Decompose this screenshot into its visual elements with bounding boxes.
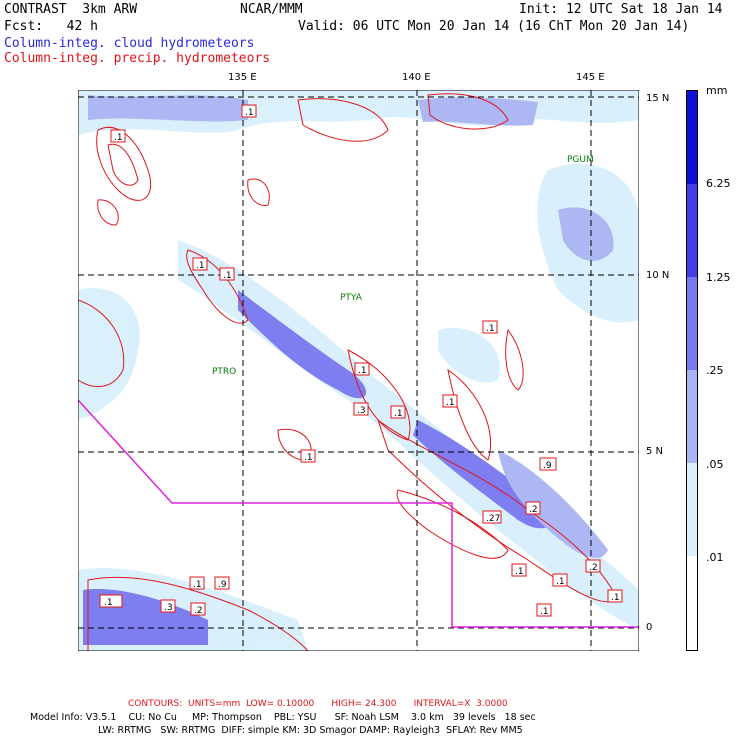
value-label: .1 bbox=[556, 577, 565, 587]
value-label: .1 bbox=[193, 580, 202, 590]
colorbar-segment bbox=[687, 556, 697, 650]
valid-time: Valid: 06 UTC Mon 20 Jan 14 (16 ChT Mon … bbox=[298, 19, 690, 34]
value-label: .1 bbox=[114, 133, 123, 143]
value-label: .2 bbox=[194, 606, 203, 616]
value-label: .1 bbox=[358, 366, 367, 376]
value-label: .27 bbox=[486, 514, 500, 524]
cloud-shading bbox=[78, 90, 639, 651]
model-info-line1: Model Info: V3.5.1 CU: No Cu MP: Thompso… bbox=[30, 712, 536, 723]
colorbar-segment bbox=[687, 91, 697, 184]
value-label: .1 bbox=[486, 324, 495, 334]
model-info-line2: LW: RRTMG SW: RRTMG DIFF: simple KM: 3D … bbox=[98, 725, 523, 736]
legend-cloud-hydrometeors: Column-integ. cloud hydrometeors bbox=[4, 36, 255, 51]
value-label: .1 bbox=[104, 598, 113, 608]
lon-label-145: 145 E bbox=[576, 72, 605, 83]
lat-lon-grid bbox=[78, 90, 639, 651]
value-label: .1 bbox=[540, 607, 549, 617]
station-label-pgum: PGUM bbox=[567, 155, 594, 165]
colorbar-segment bbox=[687, 184, 697, 277]
value-label: .9 bbox=[218, 580, 227, 590]
forecast-map: PGUM PTYA PTRO bbox=[78, 90, 639, 651]
value-label: .1 bbox=[223, 271, 232, 281]
value-label: .1 bbox=[446, 398, 455, 408]
forecast-hour: Fcst: 42 h bbox=[4, 19, 98, 34]
product-title: CONTRAST 3km ARW bbox=[4, 2, 138, 17]
lon-label-140: 140 E bbox=[402, 72, 431, 83]
lon-label-135: 135 E bbox=[228, 72, 257, 83]
colorbar-label: .01 bbox=[706, 551, 724, 564]
value-label: .3 bbox=[357, 406, 366, 416]
colorbar-label: .25 bbox=[706, 364, 724, 377]
colorbar-segment bbox=[687, 277, 697, 370]
value-label: .1 bbox=[304, 453, 313, 463]
init-time: Init: 12 UTC Sat 18 Jan 14 bbox=[519, 2, 723, 17]
station-label-ptya: PTYA bbox=[340, 293, 363, 303]
value-label: .1 bbox=[611, 593, 620, 603]
value-label: .2 bbox=[529, 505, 538, 515]
value-label: .3 bbox=[164, 603, 173, 613]
legend-precip-hydrometeors: Column-integ. precip. hydrometeors bbox=[4, 51, 271, 66]
lat-label-0: 0 bbox=[646, 622, 653, 633]
colorbar-segment bbox=[687, 370, 697, 463]
lat-label-15: 15 N bbox=[646, 93, 670, 104]
nested-domain-outline bbox=[78, 399, 639, 628]
value-label: .1 bbox=[515, 567, 524, 577]
value-label: .2 bbox=[589, 563, 598, 573]
colorbar-label: .05 bbox=[706, 458, 724, 471]
colorbar-segment bbox=[687, 463, 697, 556]
colorbar-label: 6.25 bbox=[706, 177, 731, 190]
organization-label: NCAR/MMM bbox=[240, 2, 303, 17]
value-label: .1 bbox=[196, 261, 205, 271]
lat-label-10: 10 N bbox=[646, 270, 670, 281]
value-boxes: .1 .1 .1 .1 .1 .1 .1 .3 .1 .1 .9 .2 .27 … bbox=[99, 104, 623, 617]
station-label-ptro: PTRO bbox=[212, 367, 236, 377]
colorbar-unit: mm bbox=[706, 84, 728, 97]
lat-label-5: 5 N bbox=[646, 446, 664, 457]
value-label: .1 bbox=[245, 108, 254, 118]
colorbar-label: 1.25 bbox=[706, 271, 731, 284]
contour-info: CONTOURS: UNITS=mm LOW= 0.10000 HIGH= 24… bbox=[128, 699, 508, 709]
value-label: .9 bbox=[543, 461, 552, 471]
value-label: .1 bbox=[394, 409, 403, 419]
colorbar bbox=[686, 90, 698, 651]
